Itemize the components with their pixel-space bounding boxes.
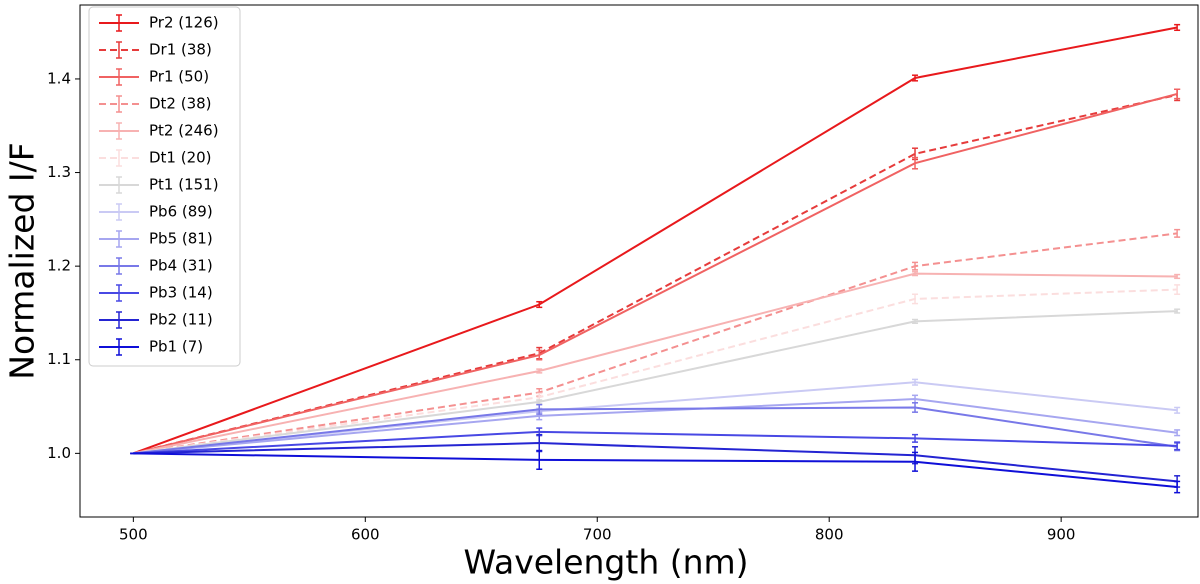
error-bar [536, 399, 543, 405]
x-tick-label: 800 [815, 526, 844, 544]
x-axis-label: Wavelength (nm) [463, 543, 748, 582]
x-tick-label: 600 [351, 526, 380, 544]
error-bar [912, 318, 919, 324]
error-bar [912, 156, 919, 170]
line [133, 442, 1178, 483]
line [133, 288, 1178, 455]
error-bar [1174, 228, 1181, 238]
error-bar [912, 293, 919, 305]
error-bar [536, 300, 543, 309]
legend-label: Pb4 (31) [149, 257, 213, 275]
legend-label: Pb6 (89) [149, 203, 213, 221]
error-bar [536, 368, 543, 374]
series [130, 449, 1181, 494]
error-bar [1174, 284, 1181, 295]
x-tick-label: 500 [119, 526, 148, 544]
line [133, 381, 1178, 455]
series [130, 88, 1181, 455]
legend-label: Pb1 (7) [149, 338, 203, 356]
series [130, 271, 1181, 455]
error-bar [912, 261, 919, 271]
legend-label: Dt1 (20) [149, 149, 212, 167]
legend-label: Pb3 (14) [149, 284, 213, 302]
error-bar [536, 449, 543, 471]
error-bar [912, 378, 919, 386]
error-bar [1174, 480, 1181, 494]
legend-box [88, 6, 241, 367]
error-bar [536, 403, 543, 415]
series [130, 23, 1181, 455]
legend-label: Pr1 (50) [149, 68, 209, 86]
error-bar [1174, 429, 1181, 437]
y-tick-label: 1.3 [47, 163, 71, 181]
line [133, 430, 1178, 455]
line [133, 92, 1178, 455]
plot-frame [79, 4, 1199, 518]
error-bar [1174, 406, 1181, 414]
line [133, 452, 1178, 489]
legend-label: Pt2 (246) [149, 122, 219, 140]
legend-label: Pr2 (126) [149, 14, 219, 32]
x-tick-label: 900 [1047, 526, 1076, 544]
error-bar [1174, 441, 1181, 451]
error-bar [912, 451, 919, 472]
error-bar [912, 402, 919, 413]
series [130, 88, 1181, 455]
y-tick-label: 1.0 [47, 444, 71, 462]
y-axis-label: Normalized I/F [3, 142, 42, 379]
error-bar [536, 349, 543, 361]
error-bar [1174, 273, 1181, 280]
error-bar [1174, 88, 1181, 100]
y-tick-label: 1.2 [47, 257, 71, 275]
line [133, 272, 1178, 455]
error-bar [1174, 308, 1181, 314]
legend-label: Dr1 (38) [149, 41, 212, 59]
legend-label: Pt1 (151) [149, 176, 219, 194]
error-bar [912, 74, 919, 82]
legend-label: Pb2 (11) [149, 311, 213, 329]
legend-label: Dt2 (38) [149, 95, 212, 113]
x-tick-label: 700 [583, 526, 612, 544]
legend-label: Pb5 (81) [149, 230, 213, 248]
line [133, 26, 1178, 455]
line [133, 310, 1178, 455]
y-tick-label: 1.4 [47, 69, 71, 87]
error-bar [912, 271, 919, 277]
y-tick-label: 1.1 [47, 350, 71, 368]
line [133, 406, 1178, 455]
error-bar [912, 433, 919, 443]
error-bar [1174, 23, 1181, 32]
line [133, 232, 1178, 455]
series [130, 284, 1181, 455]
